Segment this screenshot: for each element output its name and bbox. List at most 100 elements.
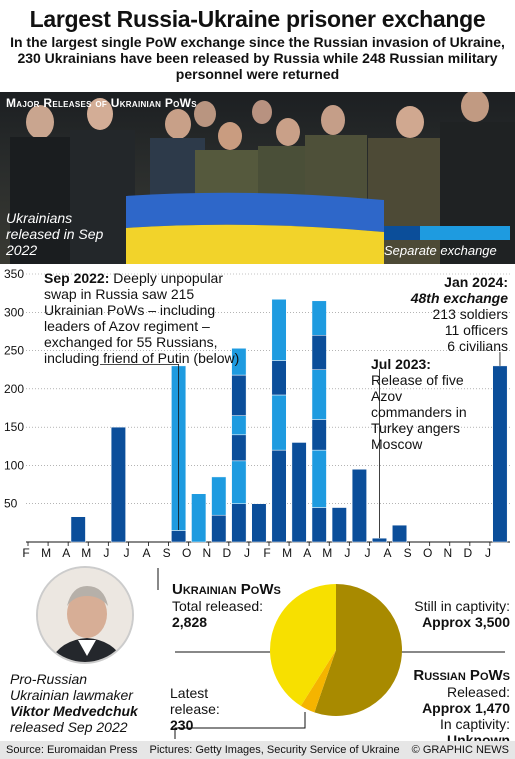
bar-A-14-seg-1 — [311, 449, 327, 508]
bar-M-13-seg-0 — [291, 442, 307, 543]
medvedchuk-caption: Pro-Russian Ukrainian lawmaker Viktor Me… — [10, 671, 170, 735]
x-tick-label: N — [443, 546, 452, 560]
bar-S-7-seg-0 — [171, 530, 187, 543]
y-tick-label: 50 — [4, 497, 18, 511]
page-title: Largest Russia-Ukraine prisoner exchange — [29, 6, 486, 32]
pie-slice-captivity — [314, 584, 402, 716]
bar-J-16-seg-0 — [351, 469, 367, 543]
bar-O-8-seg-0 — [191, 493, 207, 543]
year-label: 2024 — [475, 562, 502, 564]
bar-J-23-seg-0 — [492, 365, 508, 543]
medvedchuk-name: Viktor Medvedchuk — [10, 703, 138, 719]
x-tick-label: D — [464, 546, 473, 560]
photo-illustration — [10, 92, 515, 264]
x-tick-label: M — [81, 546, 91, 560]
bar-F-12-seg-3 — [271, 299, 287, 361]
medvedchuk-line1: Pro-Russian — [10, 671, 88, 687]
x-tick-label: S — [163, 546, 171, 560]
annotation-sep2022-body: Deeply unpopular swap in Russia saw 215 … — [44, 270, 240, 366]
bar-D-10-seg-0 — [231, 503, 247, 543]
x-tick-label: A — [384, 546, 392, 560]
x-tick-label: A — [303, 546, 311, 560]
annotation-jan2024-l2: 11 officers — [444, 322, 508, 338]
ukr-pows-heading: Ukrainian PoWs — [172, 581, 281, 598]
bar-A-14-seg-4 — [311, 335, 327, 370]
x-tick-label: F — [263, 546, 270, 560]
x-tick-label: O — [423, 546, 432, 560]
x-tick-label: D — [223, 546, 232, 560]
ukr-captivity-value: Approx 3,500 — [422, 614, 510, 630]
ukr-captivity-label: Still in captivity: — [414, 598, 510, 614]
annotation-jul2023-head: Jul 2023: — [371, 356, 431, 372]
x-tick-label: J — [244, 546, 250, 560]
footer: Source: Euromaidan Press Pictures: Getty… — [0, 741, 515, 759]
annotation-jul2023-body: Release of five Azov commanders in Turke… — [371, 372, 467, 452]
footer-pictures: Pictures: Getty Images, Security Service… — [149, 744, 400, 756]
legend-separate-label: Separate exchange — [384, 243, 497, 258]
prisoner-photo: Major Releases of Ukrainian PoWs Ukraini… — [0, 92, 515, 264]
x-tick-label: J — [344, 546, 350, 560]
photo-caption: Ukrainians released in Sep 2022 — [6, 210, 104, 258]
sep2022-leader — [100, 363, 180, 530]
bar-J-4-seg-0 — [110, 426, 126, 543]
bar-D-10-seg-5 — [231, 348, 247, 376]
y-tick-label: 300 — [4, 305, 24, 319]
x-tick-label: J — [103, 546, 109, 560]
annotation-sep2022-head: Sep 2022: — [44, 270, 110, 286]
ukr-captivity-block: Still in captivity: Approx 3,500 — [395, 598, 510, 630]
x-tick-label: J — [364, 546, 370, 560]
pie-slice-released — [270, 584, 336, 706]
footer-source: Source: Euromaidan Press — [6, 744, 138, 756]
pie-slice-latest — [300, 650, 336, 713]
bar-F-12-seg-2 — [271, 360, 287, 396]
bar-F-12-seg-0 — [271, 449, 287, 543]
bar-A-18-seg-0 — [392, 524, 408, 543]
bar-D-10-seg-2 — [231, 434, 247, 462]
y-tick-label: 100 — [4, 458, 24, 472]
bar-N-9-seg-1 — [211, 476, 227, 516]
medvedchuk-photo — [36, 566, 134, 664]
ukr-latest-block: Latest release: 230 — [170, 685, 240, 733]
x-tick-label: M — [322, 546, 332, 560]
ukr-latest-label: Latest release: — [170, 685, 220, 717]
medvedchuk-line4: released Sep 2022 — [10, 719, 128, 735]
bar-M-15-seg-0 — [331, 507, 347, 543]
x-tick-label: M — [41, 546, 51, 560]
medvedchuk-portrait — [38, 568, 132, 662]
x-tick-label: N — [202, 546, 211, 560]
rus-released-label: Released: — [446, 684, 510, 700]
ukr-latest-value: 230 — [170, 717, 194, 733]
bar-A-14-seg-2 — [311, 419, 327, 451]
x-tick-label: J — [123, 546, 129, 560]
bar-A-14-seg-5 — [311, 300, 327, 336]
bar-A-14-seg-0 — [311, 507, 327, 543]
bar-N-9-seg-0 — [211, 514, 227, 543]
bar-D-10-seg-4 — [231, 374, 247, 416]
footer-credit: © GRAPHIC NEWS — [411, 744, 509, 756]
y-tick-label: 250 — [4, 344, 24, 358]
page-subtitle: In the largest single PoW exchange since… — [10, 34, 505, 82]
ukr-total-label: Total released: — [172, 598, 264, 614]
annotation-jan2024-head: Jan 2024: — [444, 274, 508, 290]
bar-A-14-seg-3 — [311, 369, 327, 420]
rus-released-value: Approx 1,470 — [422, 700, 510, 716]
rus-pows-block: Russian PoWs Released: Approx 1,470 In c… — [380, 667, 510, 749]
bar-J-11-seg-0 — [251, 503, 267, 543]
rus-pows-heading: Russian PoWs — [413, 667, 510, 684]
year-label: 2023 — [234, 562, 261, 564]
x-tick-label: A — [143, 546, 151, 560]
annotation-jul2023: Jul 2023: Release of five Azov commander… — [371, 356, 481, 452]
annotation-jan2024-l1: 213 soldiers — [432, 306, 509, 322]
annotation-jan2024: Jan 2024: 48th exchange 213 soldiers 11 … — [400, 274, 508, 354]
bar-D-10-seg-1 — [231, 460, 247, 504]
x-tick-label: S — [404, 546, 412, 560]
x-tick-label: M — [282, 546, 292, 560]
legend-swatch-dark — [384, 226, 420, 240]
x-tick-label: O — [182, 546, 191, 560]
annotation-jan2024-l3: 6 civilians — [447, 338, 508, 354]
x-tick-label: J — [485, 546, 491, 560]
year-label: 2022 — [13, 562, 40, 564]
pie-chart-area — [157, 568, 505, 739]
bar-F-12-seg-1 — [271, 394, 287, 451]
